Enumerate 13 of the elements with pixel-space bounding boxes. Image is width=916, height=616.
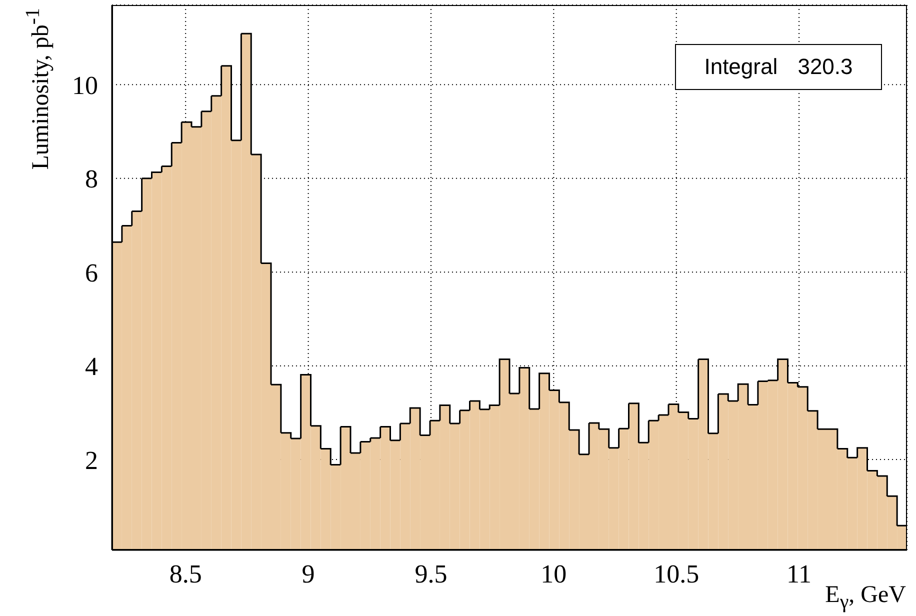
y-tick-label: 10 bbox=[72, 70, 98, 100]
x-tick-label: 10.5 bbox=[654, 559, 700, 588]
x-tick-label: 9.5 bbox=[414, 559, 448, 588]
x-tick-label: 11 bbox=[786, 559, 812, 588]
x-tick-label: 10 bbox=[540, 559, 567, 588]
x-tick-label: 9 bbox=[302, 559, 315, 588]
y-tick-label: 2 bbox=[85, 446, 98, 475]
y-tick-label: 8 bbox=[85, 164, 98, 194]
x-axis-title: E$_{γ}$, GeV bbox=[825, 581, 906, 615]
x-tick-label: 8.5 bbox=[169, 559, 202, 588]
annotation: Integral 320.3 bbox=[675, 44, 882, 90]
y-tick-label: 4 bbox=[85, 352, 98, 382]
y-tick-label: 6 bbox=[85, 258, 98, 288]
